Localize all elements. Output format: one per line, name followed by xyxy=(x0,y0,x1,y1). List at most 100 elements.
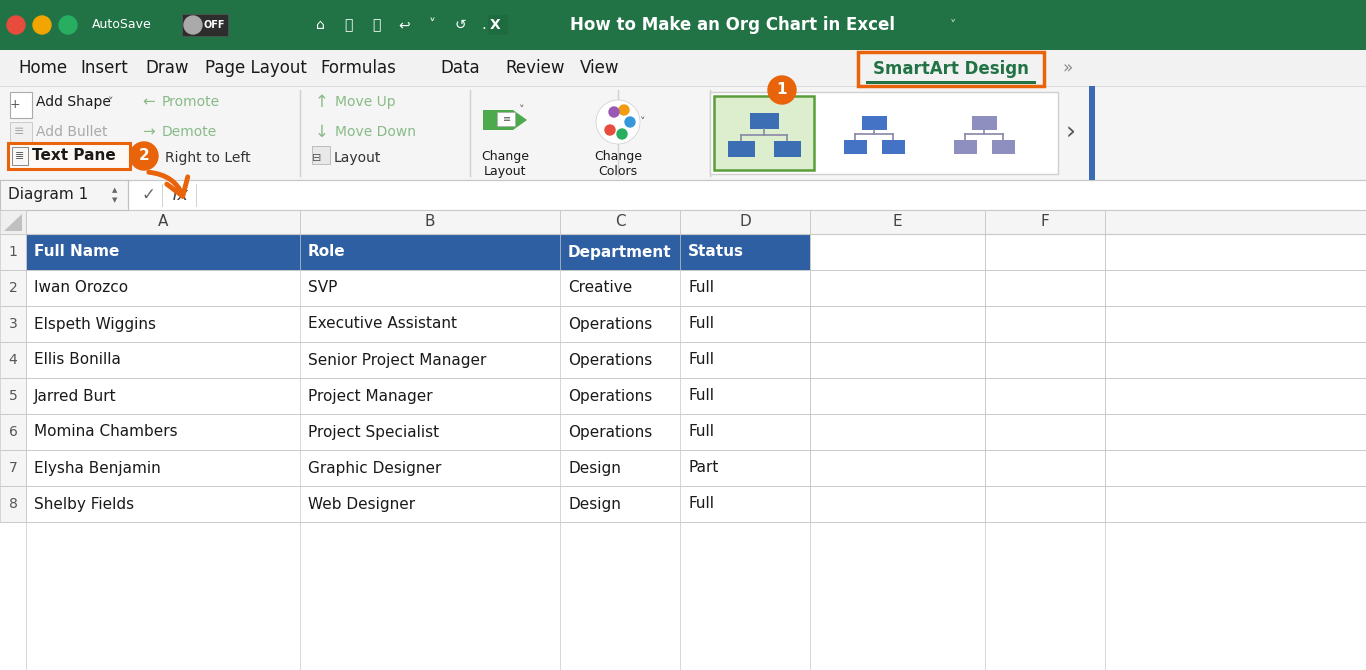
Text: ˅: ˅ xyxy=(949,19,956,31)
Text: AutoSave: AutoSave xyxy=(92,19,152,31)
Text: fx: fx xyxy=(172,186,189,204)
Text: SmartArt Design: SmartArt Design xyxy=(873,60,1029,78)
Bar xyxy=(10,92,31,118)
Text: Data: Data xyxy=(440,59,479,77)
Text: Full: Full xyxy=(688,352,714,368)
Bar xyxy=(810,486,985,522)
Bar xyxy=(0,180,128,210)
Text: Full: Full xyxy=(688,389,714,403)
Text: ↑: ↑ xyxy=(316,93,329,111)
Bar xyxy=(882,140,906,154)
Text: ˅: ˅ xyxy=(641,117,646,127)
Text: Status: Status xyxy=(688,245,744,259)
Circle shape xyxy=(617,129,627,139)
Text: 1: 1 xyxy=(777,82,787,98)
Bar xyxy=(26,342,810,378)
Bar xyxy=(0,306,26,342)
Bar xyxy=(26,306,810,342)
Text: Shelby Fields: Shelby Fields xyxy=(34,496,134,511)
Text: ›: › xyxy=(1065,121,1076,145)
Circle shape xyxy=(59,16,76,34)
Text: 3: 3 xyxy=(8,317,18,331)
Text: Project Manager: Project Manager xyxy=(307,389,433,403)
Text: Design: Design xyxy=(568,460,622,476)
Bar xyxy=(728,141,755,157)
Text: Move Down: Move Down xyxy=(335,125,417,139)
Text: ˅: ˅ xyxy=(429,18,436,32)
Bar xyxy=(1105,450,1366,486)
Text: Operations: Operations xyxy=(568,352,652,368)
Text: View: View xyxy=(581,59,620,77)
Text: Project Specialist: Project Specialist xyxy=(307,425,438,440)
Bar xyxy=(1105,486,1366,522)
Bar xyxy=(810,234,985,270)
Text: F: F xyxy=(1041,214,1049,230)
Bar xyxy=(26,414,810,450)
Text: →: → xyxy=(142,125,154,139)
Bar xyxy=(0,180,1366,210)
Circle shape xyxy=(7,16,25,34)
Circle shape xyxy=(619,105,628,115)
Text: Diagram 1: Diagram 1 xyxy=(8,188,89,202)
Bar xyxy=(992,140,1015,154)
Text: »: » xyxy=(1061,59,1072,77)
Bar xyxy=(0,50,1366,86)
Text: 7: 7 xyxy=(8,461,18,475)
Text: Text Pane: Text Pane xyxy=(31,149,116,163)
Circle shape xyxy=(626,117,635,127)
Text: Senior Project Manager: Senior Project Manager xyxy=(307,352,486,368)
Bar xyxy=(810,270,985,306)
Bar xyxy=(985,450,1105,486)
Bar xyxy=(497,112,515,126)
Text: Move Up: Move Up xyxy=(335,95,396,109)
Bar xyxy=(1105,234,1366,270)
Bar xyxy=(985,378,1105,414)
Text: …: … xyxy=(481,18,494,32)
Text: Formulas: Formulas xyxy=(320,59,396,77)
Bar xyxy=(775,141,800,157)
Text: Elspeth Wiggins: Elspeth Wiggins xyxy=(34,316,156,332)
Bar xyxy=(810,414,985,450)
Text: E: E xyxy=(893,214,903,230)
Text: Graphic Designer: Graphic Designer xyxy=(307,460,441,476)
Text: ≣: ≣ xyxy=(15,151,25,161)
Text: Role: Role xyxy=(307,245,346,259)
Bar xyxy=(0,210,26,234)
Bar xyxy=(0,210,1366,234)
Text: Design: Design xyxy=(568,496,622,511)
Bar xyxy=(985,210,1105,234)
Text: ≡: ≡ xyxy=(14,125,25,139)
Text: C: C xyxy=(615,214,626,230)
Text: Web Designer: Web Designer xyxy=(307,496,415,511)
Bar xyxy=(26,450,810,486)
Text: Insert: Insert xyxy=(81,59,128,77)
Text: 📋: 📋 xyxy=(372,18,380,32)
Text: Momina Chambers: Momina Chambers xyxy=(34,425,178,440)
Text: Full: Full xyxy=(688,496,714,511)
Text: X: X xyxy=(489,18,500,32)
Bar xyxy=(10,122,31,142)
Text: ✓: ✓ xyxy=(141,186,154,204)
Text: Executive Assistant: Executive Assistant xyxy=(307,316,458,332)
Text: ˅: ˅ xyxy=(519,105,525,115)
Bar xyxy=(1105,306,1366,342)
Text: ↩: ↩ xyxy=(398,18,410,32)
Text: ˅: ˅ xyxy=(374,153,380,163)
Text: ⇄: ⇄ xyxy=(145,151,157,165)
Bar xyxy=(1105,378,1366,414)
Bar xyxy=(810,306,985,342)
Text: +: + xyxy=(10,98,20,111)
Text: Review: Review xyxy=(505,59,564,77)
Text: Iwan Orozco: Iwan Orozco xyxy=(34,281,128,295)
Bar xyxy=(810,342,985,378)
Bar xyxy=(710,92,1059,174)
Bar xyxy=(866,81,1035,84)
Text: SVP: SVP xyxy=(307,281,337,295)
Text: Department: Department xyxy=(568,245,672,259)
Text: B: B xyxy=(425,214,436,230)
Bar xyxy=(750,113,779,129)
Text: ←: ← xyxy=(142,94,154,109)
Text: Operations: Operations xyxy=(568,425,652,440)
Text: 5: 5 xyxy=(8,389,18,403)
Bar xyxy=(985,342,1105,378)
